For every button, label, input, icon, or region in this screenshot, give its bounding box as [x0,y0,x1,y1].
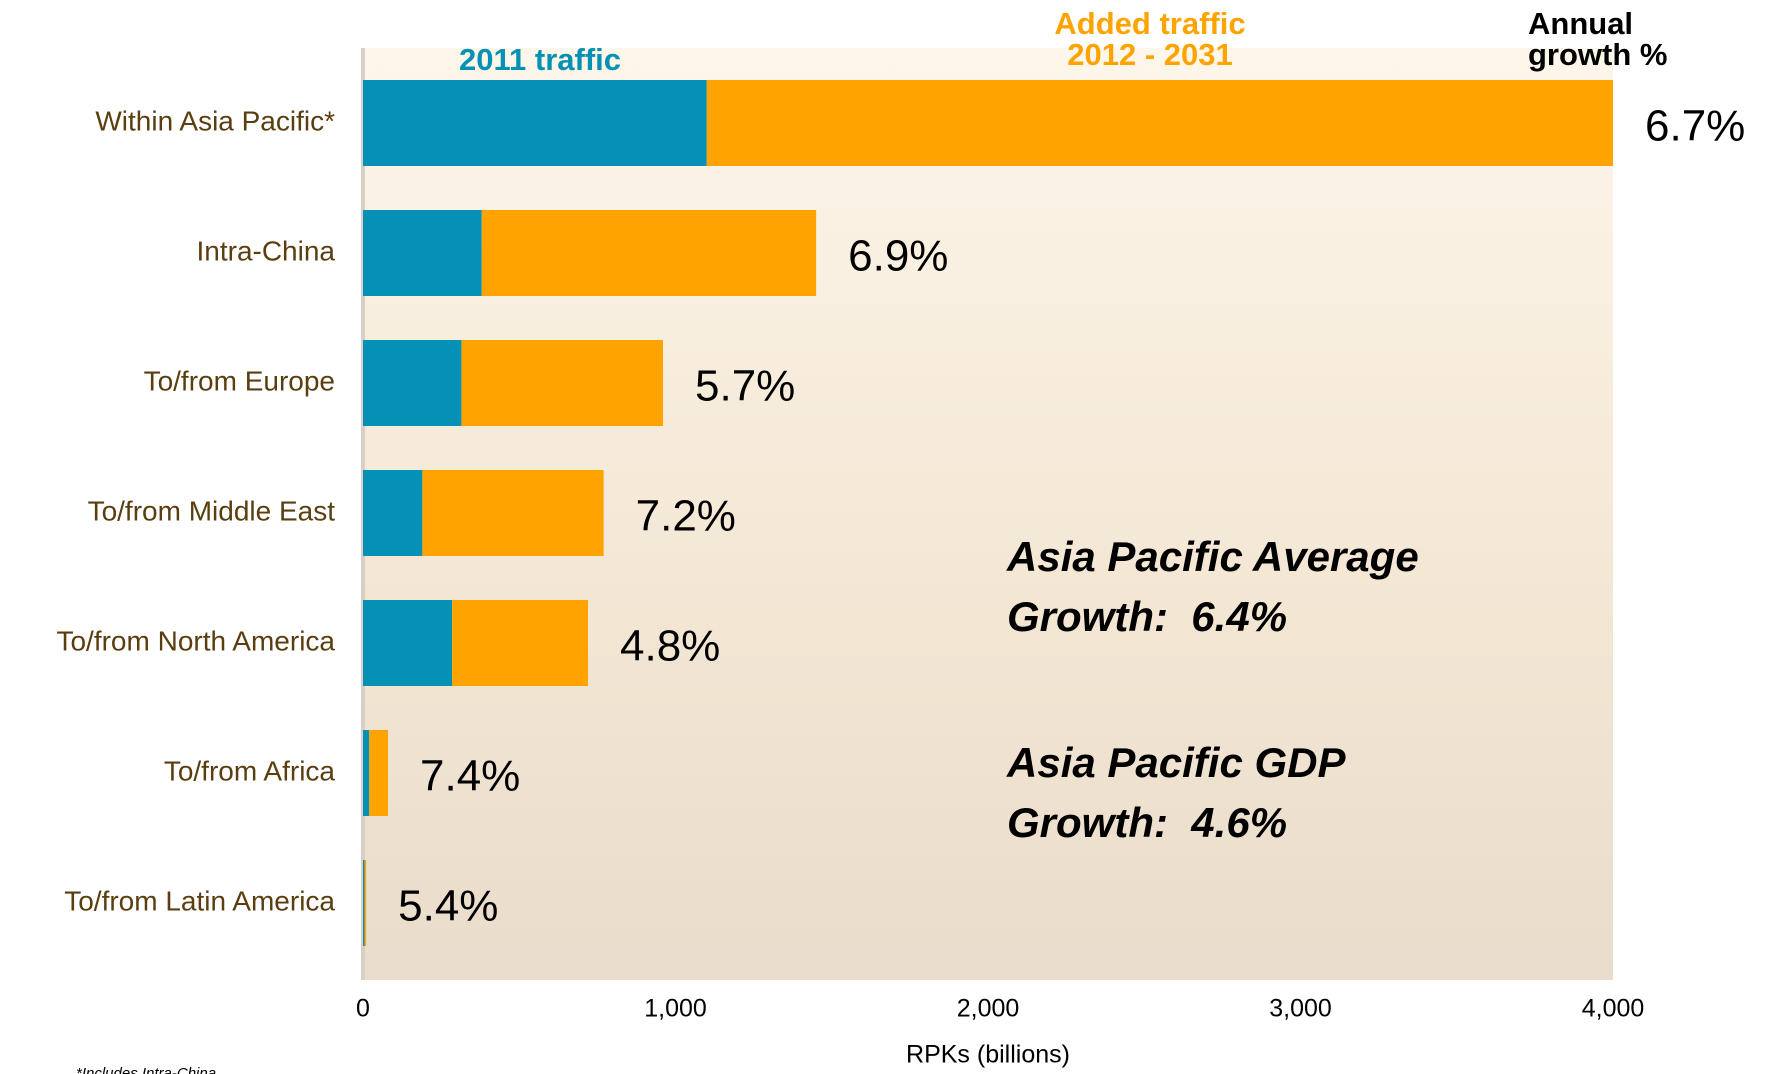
y-tick-label: Within Asia Pacific* [95,105,335,136]
bar-segment [369,730,388,816]
growth-label: 7.4% [420,752,520,801]
bar-segment [363,210,482,296]
growth-label: 6.9% [848,232,948,281]
y-tick-label: To/from North America [56,625,335,656]
series-header: 2011 traffic [420,44,660,75]
x-tick-label: 4,000 [1582,995,1645,1023]
x-tick-label: 3,000 [1269,995,1332,1023]
annotation: Asia Pacific Average [1006,533,1419,580]
chart: 0 1,000 2,000 3,000 4,000 RPKs (billions) With… [0,0,1769,1074]
x-tick-label: 0 [356,995,370,1023]
bar-segment [363,860,365,946]
bar-segment [482,210,816,296]
bar-segment [422,470,603,556]
bar-segment [363,730,369,816]
x-axis-title: RPKs (billions) [906,1041,1070,1069]
bar-segment [363,80,707,166]
x-tick-label: 1,000 [644,995,707,1023]
y-tick-label: To/from Africa [164,755,336,786]
footnote: *Includes Intra-China [76,1065,216,1074]
bar-segment [452,600,588,686]
growth-label: 5.7% [695,362,795,411]
y-tick-label: Intra-China [196,235,335,266]
growth-label: 7.2% [636,492,736,541]
x-tick-label: 2,000 [957,995,1020,1023]
series-header: Added traffic 2012 - 2031 [1030,8,1270,70]
growth-label: 6.7% [1645,102,1745,151]
annotation: Asia Pacific GDP [1006,739,1346,786]
y-tick-label: To/from Latin America [64,885,335,916]
bar-segment [363,340,461,426]
bar-segment [363,470,422,556]
y-tick-label: To/from Europe [144,365,335,396]
bar-segment [707,80,1613,166]
growth-label: 4.8% [620,622,720,671]
bar-segment [365,860,367,946]
growth-header: Annual growth % [1528,8,1728,70]
y-tick-label: To/from Middle East [88,495,336,526]
bar-segment [363,600,452,686]
growth-label: 5.4% [398,882,498,931]
page: 0 1,000 2,000 3,000 4,000 RPKs (billions) With… [0,0,1769,1074]
bar-segment [461,340,663,426]
annotation: Growth: 4.6% [1007,799,1287,846]
annotation: Growth: 6.4% [1007,593,1287,640]
